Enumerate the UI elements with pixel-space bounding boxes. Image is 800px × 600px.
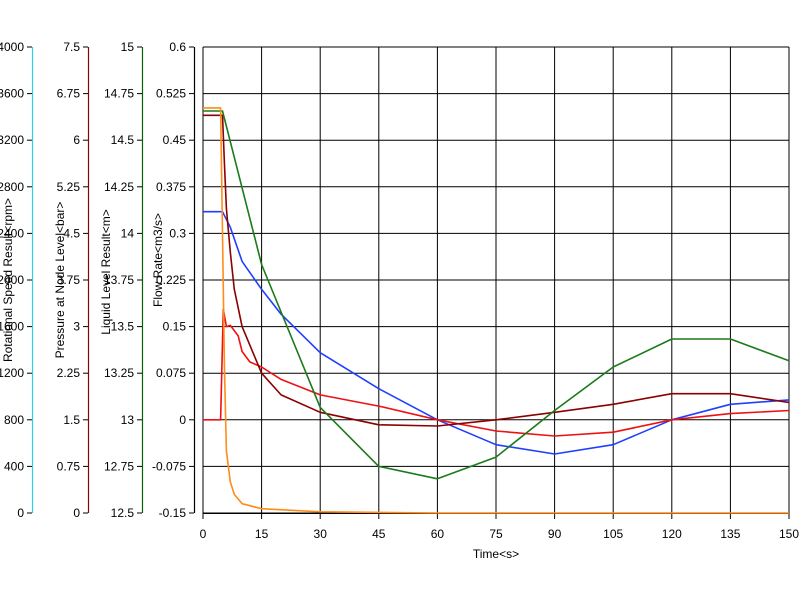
y-tick-label: 3600 <box>0 87 24 101</box>
x-tick-label: 135 <box>720 527 740 541</box>
y-tick-label: 0.375 <box>156 180 186 194</box>
y-tick-label: -0.15 <box>159 506 187 520</box>
y-tick-label: 3200 <box>0 133 24 147</box>
y-tick-label: 15 <box>121 40 135 54</box>
axes: 0400800120016002000240028003200360040000… <box>0 40 799 541</box>
plot-grid <box>202 46 790 514</box>
y-tick-label: 0.45 <box>163 133 187 147</box>
y-tick-label: 0.225 <box>156 273 186 287</box>
y-tick-label: 14 <box>121 226 135 240</box>
y-axis-label-pressure: Pressure at Node Level<bar> <box>53 202 67 359</box>
y-tick-label: 0.6 <box>169 40 186 54</box>
x-axis-label: Time<s> <box>473 547 519 561</box>
y-tick-label: 4000 <box>0 40 24 54</box>
y-tick-label: 2800 <box>0 180 24 194</box>
y-axis-label-liquid-level: Liquid Level Result<m> <box>99 209 113 334</box>
y-tick-label: 14.5 <box>111 133 135 147</box>
y-tick-label: 13.5 <box>111 320 135 334</box>
x-tick-label: 30 <box>314 527 328 541</box>
y-tick-label: 0.75 <box>57 459 81 473</box>
y-tick-label: 0 <box>73 506 80 520</box>
y-tick-label: 400 <box>4 459 24 473</box>
y-tick-label: 6 <box>73 133 80 147</box>
y-tick-label: 0 <box>17 506 24 520</box>
y-tick-label: 0.15 <box>163 320 187 334</box>
y-axis-label-rotational-speed: Rotational Speed Result<rpm> <box>1 198 15 362</box>
y-tick-label: 0.075 <box>156 366 186 380</box>
y-tick-label: -0.075 <box>152 459 186 473</box>
y-tick-label: 12.5 <box>111 506 135 520</box>
y-tick-label: 2400 <box>0 226 24 240</box>
y-tick-label: 12.75 <box>104 459 134 473</box>
x-tick-label: 45 <box>372 527 386 541</box>
y-tick-label: 4.5 <box>63 226 80 240</box>
x-tick-label: 150 <box>779 527 799 541</box>
y-tick-label: 0.3 <box>169 226 186 240</box>
series-line-4 <box>203 107 789 514</box>
y-tick-label: 3.75 <box>57 273 81 287</box>
x-tick-label: 105 <box>603 527 623 541</box>
y-tick-label: 5.25 <box>57 180 81 194</box>
y-tick-label: 800 <box>4 413 24 427</box>
x-tick-label: 120 <box>662 527 682 541</box>
y-tick-label: 6.75 <box>57 87 81 101</box>
y-axis-label-flow-rate: Flow Rate<m3/s> <box>151 213 165 307</box>
y-tick-label: 2.25 <box>57 366 81 380</box>
y-tick-label: 0 <box>179 413 186 427</box>
x-tick-label: 60 <box>431 527 445 541</box>
series-lines <box>203 107 790 514</box>
y-tick-label: 1.5 <box>63 413 80 427</box>
y-tick-label: 14.25 <box>104 180 134 194</box>
x-tick-label: 90 <box>548 527 562 541</box>
y-tick-label: 14.75 <box>104 87 134 101</box>
y-tick-label: 13.25 <box>104 366 134 380</box>
x-tick-label: 0 <box>200 527 207 541</box>
y-tick-label: 1600 <box>0 320 24 334</box>
y-tick-label: 13 <box>121 413 135 427</box>
x-tick-label: 15 <box>255 527 269 541</box>
x-tick-label: 75 <box>489 527 503 541</box>
series-line-1 <box>203 308 790 437</box>
series-line-0 <box>203 210 790 455</box>
series-line-2 <box>203 114 790 427</box>
y-tick-label: 0.525 <box>156 87 186 101</box>
y-tick-label: 1200 <box>0 366 24 380</box>
y-tick-label: 13.75 <box>104 273 134 287</box>
y-tick-label: 2000 <box>0 273 24 287</box>
y-tick-label: 3 <box>73 320 80 334</box>
y-tick-label: 7.5 <box>63 40 80 54</box>
series-line-3 <box>203 110 790 480</box>
